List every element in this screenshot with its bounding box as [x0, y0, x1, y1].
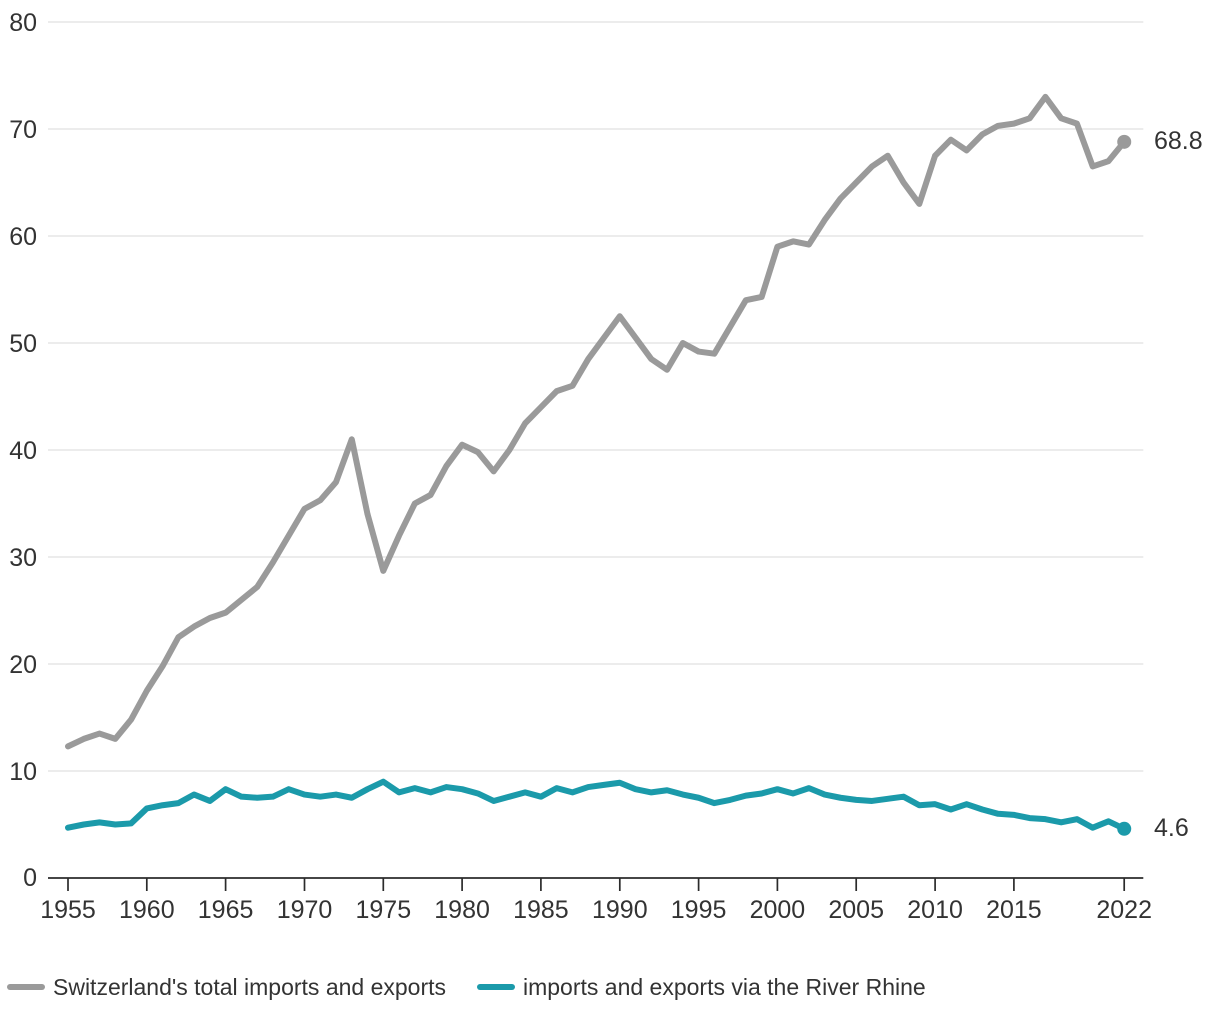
svg-text:0: 0 [23, 864, 37, 892]
svg-text:2010: 2010 [907, 896, 963, 924]
svg-text:1970: 1970 [277, 896, 333, 924]
svg-text:30: 30 [9, 544, 37, 572]
svg-text:20: 20 [9, 651, 37, 679]
svg-text:imports and exports via the Ri: imports and exports via the River Rhine [523, 974, 926, 1000]
svg-text:1990: 1990 [592, 896, 648, 924]
svg-text:60: 60 [9, 223, 37, 251]
svg-text:70: 70 [9, 116, 37, 144]
svg-text:1965: 1965 [198, 896, 254, 924]
svg-text:1980: 1980 [434, 896, 490, 924]
svg-text:10: 10 [9, 758, 37, 786]
svg-text:1995: 1995 [671, 896, 727, 924]
svg-text:Switzerland's total imports an: Switzerland's total imports and exports [53, 974, 446, 1000]
svg-text:50: 50 [9, 330, 37, 358]
svg-text:80: 80 [9, 9, 37, 37]
svg-text:1955: 1955 [40, 896, 96, 924]
svg-text:2015: 2015 [986, 896, 1042, 924]
svg-text:2005: 2005 [828, 896, 884, 924]
svg-text:4.6: 4.6 [1154, 814, 1189, 842]
svg-text:40: 40 [9, 437, 37, 465]
svg-text:2000: 2000 [750, 896, 806, 924]
svg-text:2022: 2022 [1096, 896, 1152, 924]
svg-text:1975: 1975 [355, 896, 411, 924]
svg-text:1985: 1985 [513, 896, 569, 924]
svg-text:1960: 1960 [119, 896, 175, 924]
svg-text:68.8: 68.8 [1154, 127, 1203, 155]
